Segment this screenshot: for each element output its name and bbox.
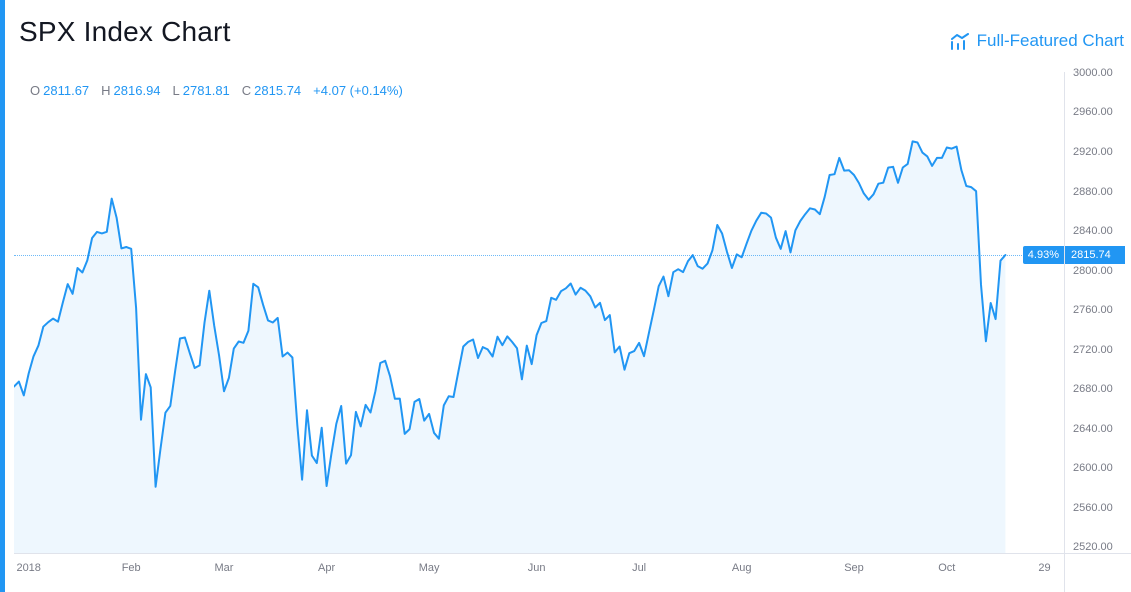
price-axis-label: 2800.00	[1073, 264, 1113, 277]
price-axis-label: 2880.00	[1073, 185, 1113, 198]
price-axis-label: 2720.00	[1073, 343, 1113, 356]
low-value: 2781.81	[182, 83, 230, 98]
time-axis-label: Oct	[938, 562, 956, 574]
ohlc-legend: O 2811.67 H 2816.94 L 2781.81 C 2815.74 +4.07 (+…	[30, 83, 403, 98]
price-axis-label: 2960.00	[1073, 106, 1113, 119]
price-axis-label: 2680.00	[1073, 383, 1113, 396]
price-axis-label: 2640.00	[1073, 422, 1113, 435]
high-label: H	[101, 83, 111, 98]
price-axis-label: 2520.00	[1073, 541, 1113, 554]
time-axis-label: Aug	[731, 562, 752, 574]
open-value: 2811.67	[43, 83, 90, 98]
price-line-chart	[14, 140, 1007, 553]
price-axis: 2815.74 3000.00 2960.00 2920.00 2880.00 2840…	[1065, 67, 1131, 554]
time-axis-label: Mar	[214, 562, 234, 574]
chart-icon	[950, 32, 970, 50]
close-value: 2815.74	[254, 83, 302, 98]
area-fill	[14, 141, 1006, 553]
time-axis-label: Feb	[121, 562, 141, 574]
price-axis-label: 2600.00	[1073, 462, 1113, 475]
time-axis-label: Sep	[844, 562, 864, 574]
price-axis-label: 2760.00	[1073, 304, 1113, 317]
price-axis-label: 2920.00	[1073, 146, 1113, 158]
close-label: C	[241, 83, 252, 98]
page-title: SPX Index Chart	[19, 16, 231, 47]
time-axis-label: Jul	[632, 562, 647, 574]
time-axis-label: Apr	[318, 562, 336, 574]
open-label: O	[30, 83, 41, 98]
left-accent-bar	[0, 0, 5, 592]
time-axis-label: Jun	[527, 562, 546, 574]
time-axis-label: May	[418, 562, 440, 574]
time-axis-divider	[14, 553, 1131, 554]
price-axis-label: 3000.00	[1073, 67, 1113, 79]
change-value: +4.07 (+0.14%)	[313, 83, 403, 98]
low-label: L	[172, 83, 180, 98]
price-axis-label: 2840.00	[1073, 225, 1113, 238]
full-featured-chart-link[interactable]: Full-Featured Chart	[950, 31, 1124, 51]
time-axis-label: 29	[1038, 562, 1051, 574]
price-line	[14, 140, 1007, 488]
current-price-line	[14, 255, 1064, 256]
last-price-badge: 2815.74	[1065, 246, 1125, 264]
price-axis-label: 2560.00	[1073, 501, 1113, 514]
price-axis-divider	[1064, 72, 1065, 592]
full-featured-chart-label: Full-Featured Chart	[976, 31, 1124, 50]
plot-area[interactable]: O 2811.67 H 2816.94 L 2781.81 C 2815.74 +4.07 (+…	[14, 72, 1064, 553]
change-percent-badge: 4.93%	[1022, 246, 1064, 264]
high-value: 2816.94	[113, 83, 161, 98]
time-axis-label: 2018	[16, 562, 41, 574]
time-axis: 2018 Feb Mar Apr May Jun Jul Aug Sep Oct 29	[14, 553, 1064, 592]
